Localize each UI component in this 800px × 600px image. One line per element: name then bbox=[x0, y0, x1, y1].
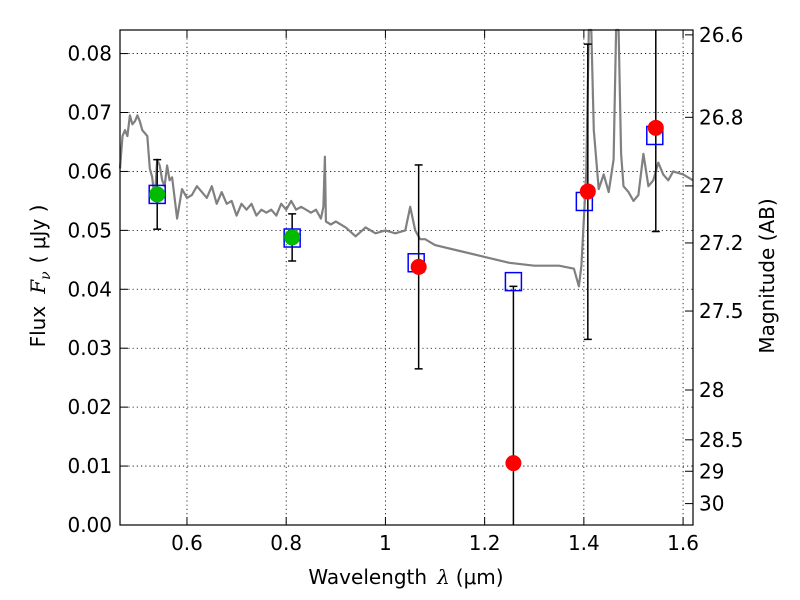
y-tick-label: 0.00 bbox=[67, 513, 112, 537]
right-tick-label: 27.5 bbox=[699, 299, 744, 323]
x-tick-label: 0.8 bbox=[270, 531, 302, 555]
x-axis-label: Wavelength λ (μm) bbox=[308, 565, 503, 589]
tick-layer: 0.6 0.8 1 1.2 1.4 1.6 0.00 0.01 0.02 0.03 0.04 0.05… bbox=[67, 23, 743, 555]
observed-red-point bbox=[647, 119, 664, 136]
x-tick-label: 1.2 bbox=[469, 531, 501, 555]
y-tick-label: 0.03 bbox=[67, 336, 112, 360]
plot-frame bbox=[119, 29, 694, 526]
model-photometry-point bbox=[283, 228, 301, 248]
y-tick-label: 0.08 bbox=[67, 42, 112, 66]
y-tick-label: 0.02 bbox=[67, 395, 112, 419]
x-tick-label: 1.4 bbox=[568, 531, 600, 555]
y-tick-label: 0.04 bbox=[67, 277, 112, 301]
right-axis-label: Magnitude (AB) bbox=[755, 198, 779, 353]
x-tick-label: 1.6 bbox=[667, 531, 699, 555]
x-tick-label: 1 bbox=[379, 531, 392, 555]
right-tick-label: 29 bbox=[699, 459, 724, 483]
y-tick-label: 0.06 bbox=[67, 159, 112, 183]
model-photometry-point bbox=[504, 271, 523, 292]
y-tick-label: 0.01 bbox=[67, 454, 112, 478]
model-spectrum-line bbox=[118, 28, 694, 288]
spectrum-layer bbox=[118, 28, 694, 288]
right-tick-label: 28.5 bbox=[699, 428, 744, 452]
x-tick-label: 0.6 bbox=[171, 531, 203, 555]
y-axis-label-symbol: F bbox=[26, 279, 50, 295]
x-axis-label-unit: (μm) bbox=[456, 565, 504, 589]
observed-red-point bbox=[579, 183, 596, 200]
grid bbox=[120, 30, 693, 526]
y-axis-label-text: Flux bbox=[26, 306, 50, 348]
right-tick-label: 26.8 bbox=[699, 105, 744, 129]
observed-green-point bbox=[149, 186, 166, 203]
y-axis-label: Flux Fν ( μJy ) bbox=[26, 205, 54, 348]
x-axis-label-symbol: λ bbox=[436, 565, 450, 589]
observed-red-point bbox=[410, 258, 427, 275]
y-tick-label: 0.07 bbox=[67, 101, 112, 125]
x-axis-label-text: Wavelength bbox=[308, 565, 427, 589]
right-tick-label: 27.2 bbox=[699, 231, 744, 255]
right-tick-label: 30 bbox=[699, 492, 724, 516]
right-tick-label: 28 bbox=[699, 378, 724, 402]
marker-layer bbox=[148, 119, 664, 472]
right-tick-label: 26.6 bbox=[699, 23, 744, 47]
right-tick-label: 27 bbox=[699, 174, 724, 198]
observed-red-point bbox=[505, 455, 522, 472]
y-tick-label: 0.05 bbox=[67, 218, 112, 242]
observed-green-point bbox=[284, 229, 301, 246]
y-axis-label-subscript: ν bbox=[38, 271, 54, 280]
y-axis-label-unit: ( μJy ) bbox=[26, 205, 50, 264]
